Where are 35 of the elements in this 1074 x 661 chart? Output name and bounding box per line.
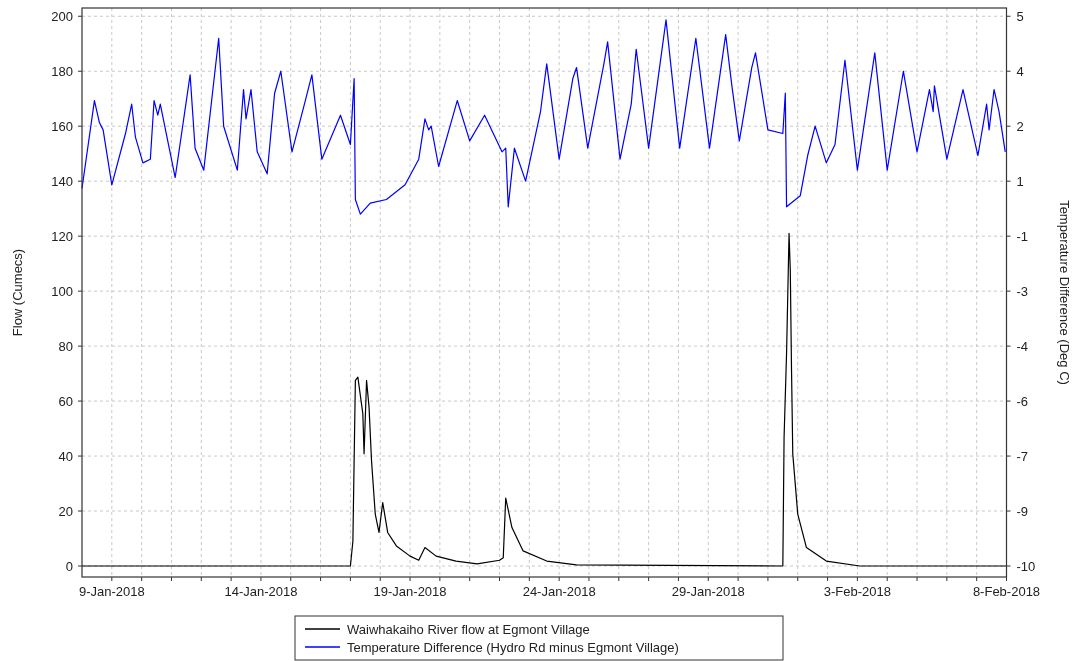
y2-tick-label: 5 bbox=[1016, 9, 1024, 25]
y2-tick-label: 2 bbox=[1016, 119, 1024, 135]
y-tick-label: 40 bbox=[58, 449, 73, 465]
y-tick-label: 120 bbox=[51, 229, 73, 245]
y2-tick-label: 1 bbox=[1016, 174, 1024, 190]
y-tick-label: 160 bbox=[51, 119, 73, 135]
x-tick-label: 3-Feb-2018 bbox=[823, 584, 891, 599]
x-tick-label: 8-Feb-2018 bbox=[972, 584, 1041, 599]
y-tick-label: 200 bbox=[51, 9, 73, 25]
y2-tick-label: -9 bbox=[1016, 504, 1029, 520]
x-tick-label: 24-Jan-2018 bbox=[522, 584, 596, 599]
y2-tick-label: -10 bbox=[1016, 559, 1036, 574]
x-tick-label: 29-Jan-2018 bbox=[671, 584, 745, 599]
y2-tick-label: -4 bbox=[1016, 339, 1029, 355]
y-tick-label: 140 bbox=[51, 174, 73, 190]
y-tick-label: 0 bbox=[65, 559, 73, 574]
legend-label: Waiwhakaiho River flow at Egmont Village bbox=[347, 622, 590, 637]
x-tick-label: 19-Jan-2018 bbox=[373, 584, 447, 599]
x-tick-label: 14-Jan-2018 bbox=[224, 584, 298, 599]
y-axis-title: Flow (Cumecs) bbox=[10, 248, 25, 337]
y2-tick-label: -7 bbox=[1016, 449, 1029, 465]
y-tick-label: 100 bbox=[51, 284, 73, 300]
y-tick-label: 180 bbox=[51, 64, 73, 80]
y-tick-label: 20 bbox=[58, 504, 73, 520]
y2-axis-title: Temperature Difference (Deg C) bbox=[1057, 200, 1072, 385]
x-tick-label: 9-Jan-2018 bbox=[78, 584, 145, 599]
line-series bbox=[81, 19, 1006, 215]
y2-tick-label: 4 bbox=[1016, 64, 1024, 80]
y-tick-label: 60 bbox=[58, 394, 73, 410]
legend-label: Temperature Difference (Hydro Rd minus Egmont Village) bbox=[347, 640, 679, 655]
y-tick-label: 80 bbox=[58, 339, 73, 355]
y2-tick-label: -3 bbox=[1016, 284, 1029, 300]
y2-tick-label: -1 bbox=[1016, 229, 1029, 245]
line-series bbox=[81, 232, 1008, 567]
y2-tick-label: -6 bbox=[1016, 394, 1029, 410]
